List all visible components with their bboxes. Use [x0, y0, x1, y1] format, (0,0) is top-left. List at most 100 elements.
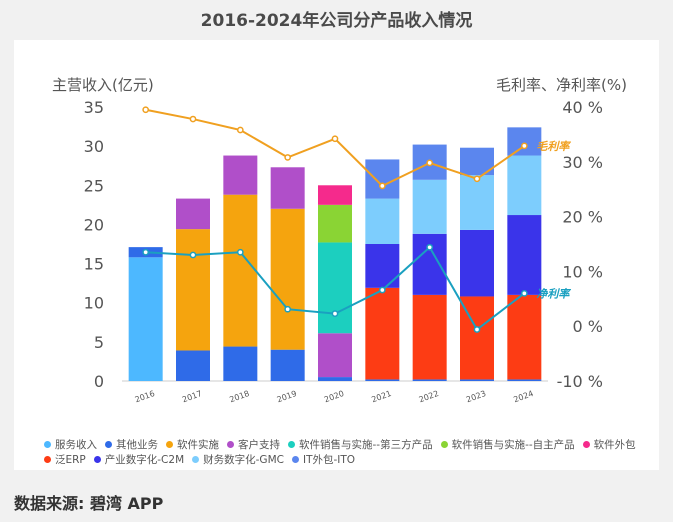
- legend-label: 泛ERP: [55, 454, 86, 466]
- legend-item: 软件销售与实施--第三方产品: [288, 438, 433, 453]
- line-point: [284, 305, 292, 313]
- legend-swatch: [44, 456, 51, 463]
- legend-swatch: [440, 441, 448, 448]
- line-point: [473, 175, 481, 183]
- bar-segment: [318, 204, 352, 243]
- line-label: 净利率: [536, 287, 571, 300]
- legend-label: 软件销售与实施--自主产品: [451, 439, 575, 451]
- chart-panel: 主营收入(亿元) 毛利率、净利率(%) 0 5 10 15 20 25 30 35 -10 % 0…: [14, 40, 659, 470]
- bar-segment: [128, 257, 163, 381]
- legend-label: 产业数字化-C2M: [104, 454, 185, 466]
- bar-segment: [507, 294, 542, 380]
- legend-label: 软件外包: [593, 439, 636, 451]
- bar-segment: [176, 198, 210, 230]
- bar-segment: [318, 185, 352, 205]
- legend-item: 产业数字化-C2M: [93, 453, 185, 468]
- legend-label: 软件销售与实施--第三方产品: [299, 439, 433, 451]
- line-point: [189, 251, 197, 259]
- bar-segment: [365, 198, 400, 244]
- legend-swatch: [291, 456, 299, 463]
- x-tick-label: 2016: [134, 389, 156, 404]
- legend-swatch: [227, 441, 234, 448]
- y-left-tick-label: 35: [84, 98, 104, 117]
- bar-segment: [507, 127, 542, 156]
- bar-segment: [507, 155, 542, 216]
- line-point: [236, 126, 244, 134]
- line-point: [426, 159, 434, 167]
- y-left-tick-label: 5: [94, 333, 104, 352]
- bar-segment: [412, 233, 447, 295]
- bar-segment: [270, 208, 305, 350]
- y-right-tick-label: -10 %: [557, 372, 603, 391]
- legend-item: 财务数字化-GMC: [192, 453, 284, 468]
- legend-item: 软件销售与实施--自主产品: [440, 438, 575, 453]
- bar-segment: [365, 379, 400, 381]
- y-right-tick-label: 20 %: [562, 208, 603, 227]
- legend-label: 财务数字化-GMC: [203, 454, 284, 466]
- chart-svg: 0 5 10 15 20 25 30 35 -10 % 0 % 10 % 20 % 30 % 40 % 20…: [84, 98, 603, 404]
- bar-segment: [223, 155, 258, 195]
- bar-segment: [460, 229, 494, 297]
- legend-item: 软件实施: [166, 438, 219, 453]
- line-point: [378, 286, 386, 294]
- y-right-tick-label: 10 %: [562, 262, 603, 281]
- y-right-tick-label: 40 %: [562, 98, 603, 117]
- legend-swatch: [166, 441, 173, 448]
- bar-segment: [412, 179, 447, 234]
- bar-segment: [270, 349, 305, 381]
- bar-segment: [460, 379, 494, 381]
- x-tick-label: 2021: [370, 389, 392, 404]
- bar-segment: [176, 229, 210, 351]
- bar-segment: [507, 379, 542, 381]
- legend-swatch: [105, 441, 112, 448]
- bar-segment: [318, 242, 352, 334]
- legend-item: 服务收入: [44, 438, 97, 453]
- y-right-tick-label: 0 %: [573, 317, 603, 336]
- legend-swatch: [93, 456, 101, 463]
- x-tick-label: 2017: [181, 389, 203, 404]
- legend-label: 客户支持: [238, 439, 280, 451]
- bar-segment: [176, 350, 210, 381]
- legend-swatch: [582, 441, 590, 448]
- line-point: [331, 310, 339, 317]
- legend-swatch: [192, 456, 200, 463]
- line-point: [284, 154, 292, 161]
- legend-label: 服务收入: [55, 439, 97, 451]
- line-point: [426, 243, 434, 251]
- legend: 服务收入 其他业务 软件实施 客户支持 软件销售与实施--第三方产品 软件销售与实施--自…: [44, 438, 644, 468]
- bar-segment: [365, 159, 400, 199]
- x-tick-label: 2024: [512, 389, 534, 404]
- bar-segment: [318, 333, 352, 378]
- bar-segment: [270, 167, 305, 209]
- line-point: [473, 326, 481, 333]
- line-point: [189, 115, 197, 123]
- line-point: [520, 289, 528, 297]
- bar-segment: [223, 346, 258, 381]
- bar-segment: [412, 294, 447, 380]
- legend-item: 泛ERP: [44, 453, 86, 468]
- y-right-tick-label: 30 %: [562, 153, 603, 172]
- bar-segment: [365, 287, 400, 380]
- legend-item: 其他业务: [105, 438, 158, 453]
- line-label: 毛利率: [536, 140, 571, 153]
- legend-swatch: [44, 441, 51, 448]
- bar-segment: [460, 175, 494, 230]
- right-axis-label: 毛利率、净利率(%): [496, 76, 627, 94]
- legend-item: IT外包-ITO: [291, 453, 356, 468]
- legend-label: 软件实施: [177, 439, 219, 451]
- y-left-tick-label: 15: [84, 255, 104, 274]
- y-left-tick-label: 25: [84, 176, 104, 195]
- legend-label: 其他业务: [116, 439, 158, 451]
- legend-label: IT外包-ITO: [302, 454, 356, 466]
- bar-segment: [318, 377, 352, 381]
- line-point: [378, 182, 386, 190]
- legend-item: 客户支持: [227, 438, 280, 453]
- x-tick-label: 2022: [418, 389, 440, 404]
- line-point: [236, 248, 244, 256]
- bar-segment: [412, 379, 447, 381]
- y-left-tick-label: 0: [94, 372, 104, 391]
- y-left-tick-label: 30: [84, 137, 104, 156]
- y-left-tick-label: 20: [84, 215, 104, 234]
- x-tick-label: 2019: [276, 389, 298, 404]
- data-source: 数据来源: 碧湾 APP: [14, 494, 164, 513]
